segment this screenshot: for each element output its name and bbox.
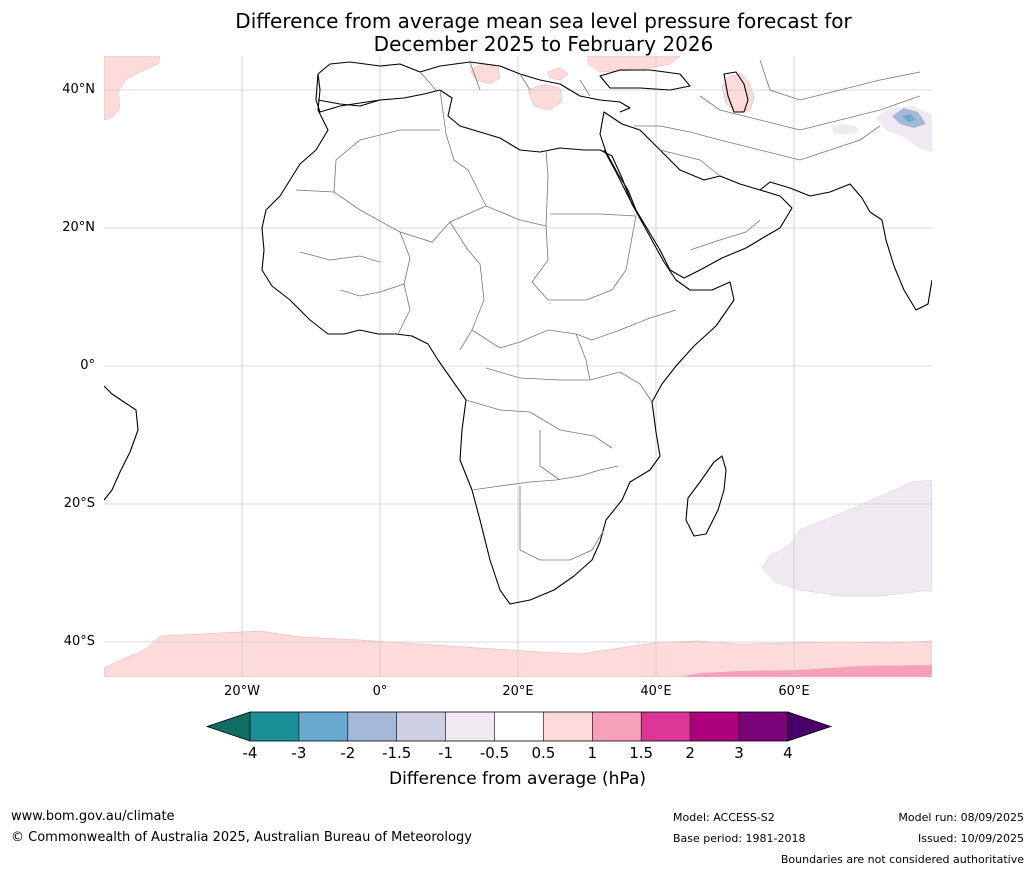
colorbar-tick-label: 3	[734, 744, 744, 762]
border-12	[539, 430, 561, 481]
anomaly-south-pink	[680, 665, 932, 677]
border-5	[439, 89, 487, 207]
gridlines	[104, 56, 932, 677]
map-area	[104, 56, 932, 677]
colorbar-segment	[347, 712, 397, 741]
colorbar-segment	[445, 712, 495, 741]
coast-black-sea	[599, 69, 691, 91]
footer-model: Model: ACCESS-S2	[673, 811, 775, 824]
border-20	[759, 59, 921, 101]
colorbar-segment	[298, 712, 349, 741]
colorbar-under-arrow	[205, 711, 251, 742]
colorbar-segment	[543, 712, 593, 741]
anomaly-nw-pink	[104, 56, 161, 121]
border-9	[465, 399, 613, 449]
colorbar-tick-label: -1	[438, 744, 454, 762]
lon-label: 60°E	[778, 684, 810, 699]
colorbar-segment	[592, 712, 642, 741]
colorbar-tick-label: 1.5	[629, 744, 654, 762]
colorbar-segment	[396, 712, 446, 741]
coastlines	[104, 61, 932, 605]
colorbar-segment	[494, 712, 544, 741]
lat-label: 40°S	[63, 634, 95, 649]
lat-label: 40°N	[62, 82, 95, 97]
border-15	[339, 283, 405, 297]
anomaly-balkan-pink	[547, 67, 569, 81]
coast-africa	[261, 73, 735, 605]
anomaly-tibet-dark-blue	[902, 114, 916, 122]
colorbar-tick-label: -2	[340, 744, 356, 762]
colorbar-tick-label: -0.5	[479, 744, 510, 762]
colorbar-over-arrow	[787, 711, 833, 742]
border-13	[575, 333, 591, 381]
coast-spain-north-africa	[317, 99, 381, 107]
anomaly-iran-lavender	[832, 124, 858, 134]
border-18	[689, 219, 761, 251]
border-17	[659, 149, 721, 177]
border-10	[471, 465, 619, 491]
colorbar-tick-label: 1	[587, 744, 598, 762]
colorbar-segment	[641, 712, 691, 741]
colorbar-segment	[250, 712, 300, 741]
anomaly-greece-pink	[527, 83, 563, 111]
coast-europe-north	[317, 61, 631, 113]
colorbar-label: Difference from average (hPa)	[389, 769, 646, 789]
coast-persian-gulf	[759, 181, 871, 213]
coast-caspian	[723, 71, 749, 113]
colorbar-tick-label: 4	[783, 744, 793, 762]
coast-madagascar	[685, 455, 727, 537]
title-line-1: Difference from average mean sea level p…	[235, 9, 852, 33]
coast-india	[869, 211, 932, 311]
footer-disclaimer: Boundaries are not considered authoritat…	[780, 853, 1024, 866]
coast-red-sea	[603, 149, 643, 223]
border-21	[419, 61, 591, 97]
border-4	[531, 213, 637, 301]
colorbar	[205, 711, 833, 742]
colorbar-segment	[739, 712, 789, 741]
border-11	[519, 486, 605, 561]
lat-label: 0°	[80, 358, 95, 373]
lon-label: 20°W	[224, 684, 260, 699]
lon-label: 0°	[372, 684, 388, 699]
footer-copyright: © Commonwealth of Australia 2025, Austra…	[11, 830, 472, 845]
border-16	[634, 125, 881, 161]
country-borders	[295, 59, 921, 561]
border-19	[699, 95, 921, 131]
colorbar-tick-label: 2	[685, 744, 695, 762]
lon-label: 20°E	[502, 684, 534, 699]
colorbar-tick-label: -1.5	[382, 744, 412, 762]
border-14	[299, 251, 381, 263]
colorbar-tick-label: -3	[291, 744, 307, 762]
title-line-2: December 2025 to February 2026	[373, 32, 714, 56]
footer-url[interactable]: www.bom.gov.au/climate	[11, 809, 175, 824]
footer-issued: Issued: 10/09/2025	[917, 832, 1024, 845]
colorbar-tick-label: -4	[242, 744, 258, 762]
lat-label: 20°N	[62, 220, 95, 235]
lat-label: 20°S	[63, 496, 95, 511]
border-6	[333, 129, 440, 193]
colorbar-tick-label: 0.5	[531, 744, 556, 762]
colorbar-segment	[690, 712, 740, 741]
colorbar-outline	[249, 711, 789, 742]
coast-arabia	[599, 111, 793, 279]
anomaly-indian-ocean-lavender	[761, 479, 932, 597]
border-3	[449, 221, 485, 351]
footer-model-run: Model run: 08/09/2025	[898, 811, 1024, 824]
footer-base-period: Base period: 1981-2018	[673, 832, 806, 845]
map-title: Difference from average mean sea level p…	[0, 10, 1035, 56]
lon-label: 40°E	[640, 684, 672, 699]
coast-south-america	[104, 385, 139, 501]
